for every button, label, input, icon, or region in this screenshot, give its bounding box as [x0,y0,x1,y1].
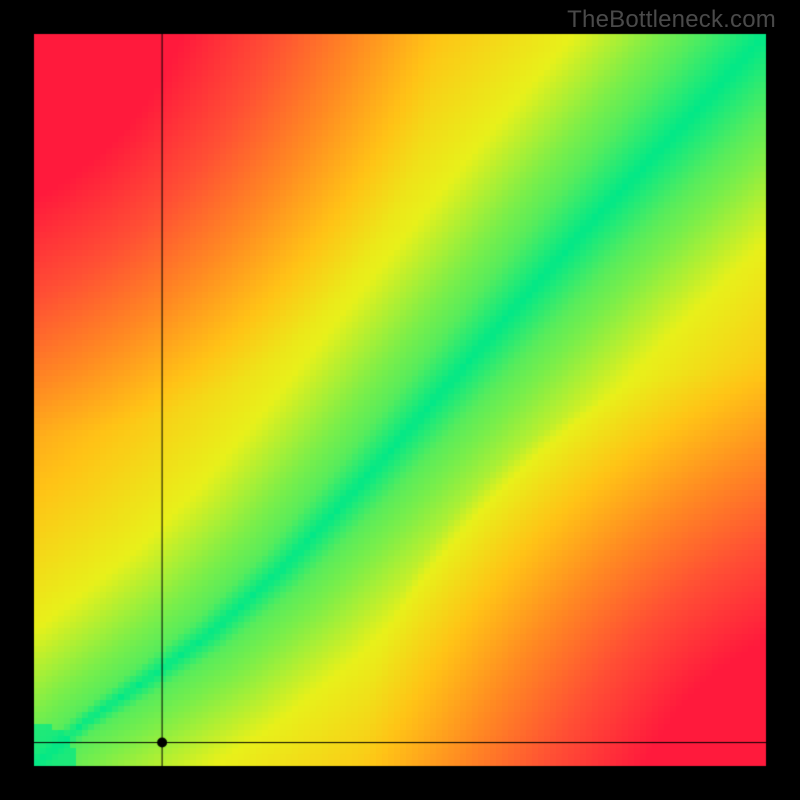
watermark-text: TheBottleneck.com [567,6,776,34]
bottleneck-heatmap [0,0,800,800]
chart-container: TheBottleneck.com [0,0,800,800]
